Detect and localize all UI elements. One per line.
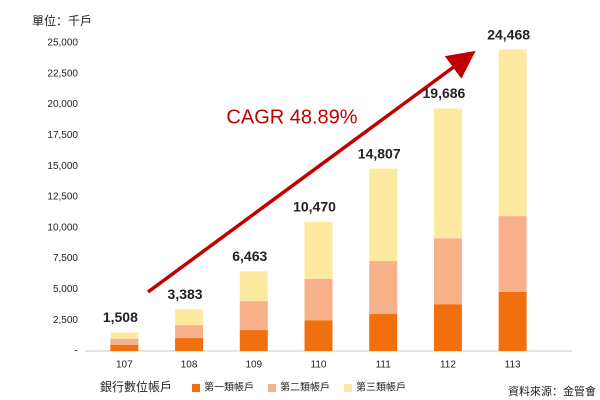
bar-segment bbox=[369, 168, 398, 262]
y-tick-label: 7,500 bbox=[53, 253, 78, 264]
y-tick-label: 5,000 bbox=[53, 284, 78, 295]
bar-segment bbox=[433, 108, 462, 239]
y-tick-label: 22,500 bbox=[47, 68, 78, 79]
trend-arrow bbox=[146, 50, 476, 294]
x-tick-label: 111 bbox=[376, 360, 392, 371]
y-tick-label: 17,500 bbox=[47, 130, 78, 141]
y-tick-label: - bbox=[75, 346, 78, 357]
legend-swatch bbox=[268, 384, 276, 392]
bar-segment bbox=[175, 309, 204, 326]
x-tick-label: 112 bbox=[440, 360, 456, 371]
value-label: 1,508 bbox=[103, 309, 138, 325]
x-tick-label: 107 bbox=[116, 360, 133, 371]
bar-segment bbox=[498, 49, 527, 217]
x-tick-label: 108 bbox=[181, 360, 198, 371]
bar-segment bbox=[369, 314, 398, 351]
legend-label: 第三類帳戶 bbox=[356, 381, 406, 394]
bar-segment bbox=[239, 301, 268, 331]
value-label: 14,807 bbox=[358, 145, 401, 161]
bar-segment bbox=[304, 222, 333, 279]
bar-segment bbox=[304, 320, 333, 351]
bar-segment bbox=[498, 291, 527, 351]
y-tick-label: 20,000 bbox=[47, 99, 78, 110]
x-axis-title: 銀行數位帳戶 bbox=[100, 379, 172, 394]
y-tick-label: 10,000 bbox=[47, 222, 78, 233]
bar-segment bbox=[110, 338, 139, 345]
legend-label: 第二類帳戶 bbox=[280, 381, 330, 394]
bar-segment bbox=[498, 216, 527, 292]
y-tick-label: 15,000 bbox=[47, 161, 78, 172]
bar-segment bbox=[110, 344, 139, 351]
bar-segment bbox=[433, 304, 462, 351]
value-label: 19,686 bbox=[423, 85, 466, 101]
y-tick-label: 25,000 bbox=[47, 38, 78, 49]
bar-segment bbox=[110, 332, 139, 339]
cagr-annotation: CAGR 48.89% bbox=[226, 106, 357, 128]
unit-label: 單位：千戶 bbox=[32, 13, 92, 28]
y-tick-label: 12,500 bbox=[47, 192, 78, 203]
legend-swatch bbox=[192, 384, 200, 392]
value-label: 3,383 bbox=[168, 286, 203, 302]
bar-segment bbox=[239, 330, 268, 351]
bar-segment bbox=[433, 238, 462, 305]
x-tick-label: 109 bbox=[245, 360, 262, 371]
bar-segment bbox=[175, 338, 204, 351]
x-tick-label: 113 bbox=[505, 360, 521, 371]
y-tick-label: 2,500 bbox=[53, 315, 78, 326]
bar-segment bbox=[175, 325, 204, 339]
value-label: 10,470 bbox=[293, 199, 336, 215]
source-note: 資料來源：金管會 bbox=[508, 384, 596, 398]
bar-segment bbox=[369, 261, 398, 315]
bar-segment bbox=[304, 278, 333, 321]
legend-label: 第一類帳戶 bbox=[204, 381, 254, 394]
value-label: 6,463 bbox=[232, 248, 267, 264]
x-tick-label: 110 bbox=[311, 360, 327, 371]
legend-swatch bbox=[344, 384, 352, 392]
value-label: 24,468 bbox=[487, 26, 530, 42]
bar-segment bbox=[239, 271, 268, 302]
